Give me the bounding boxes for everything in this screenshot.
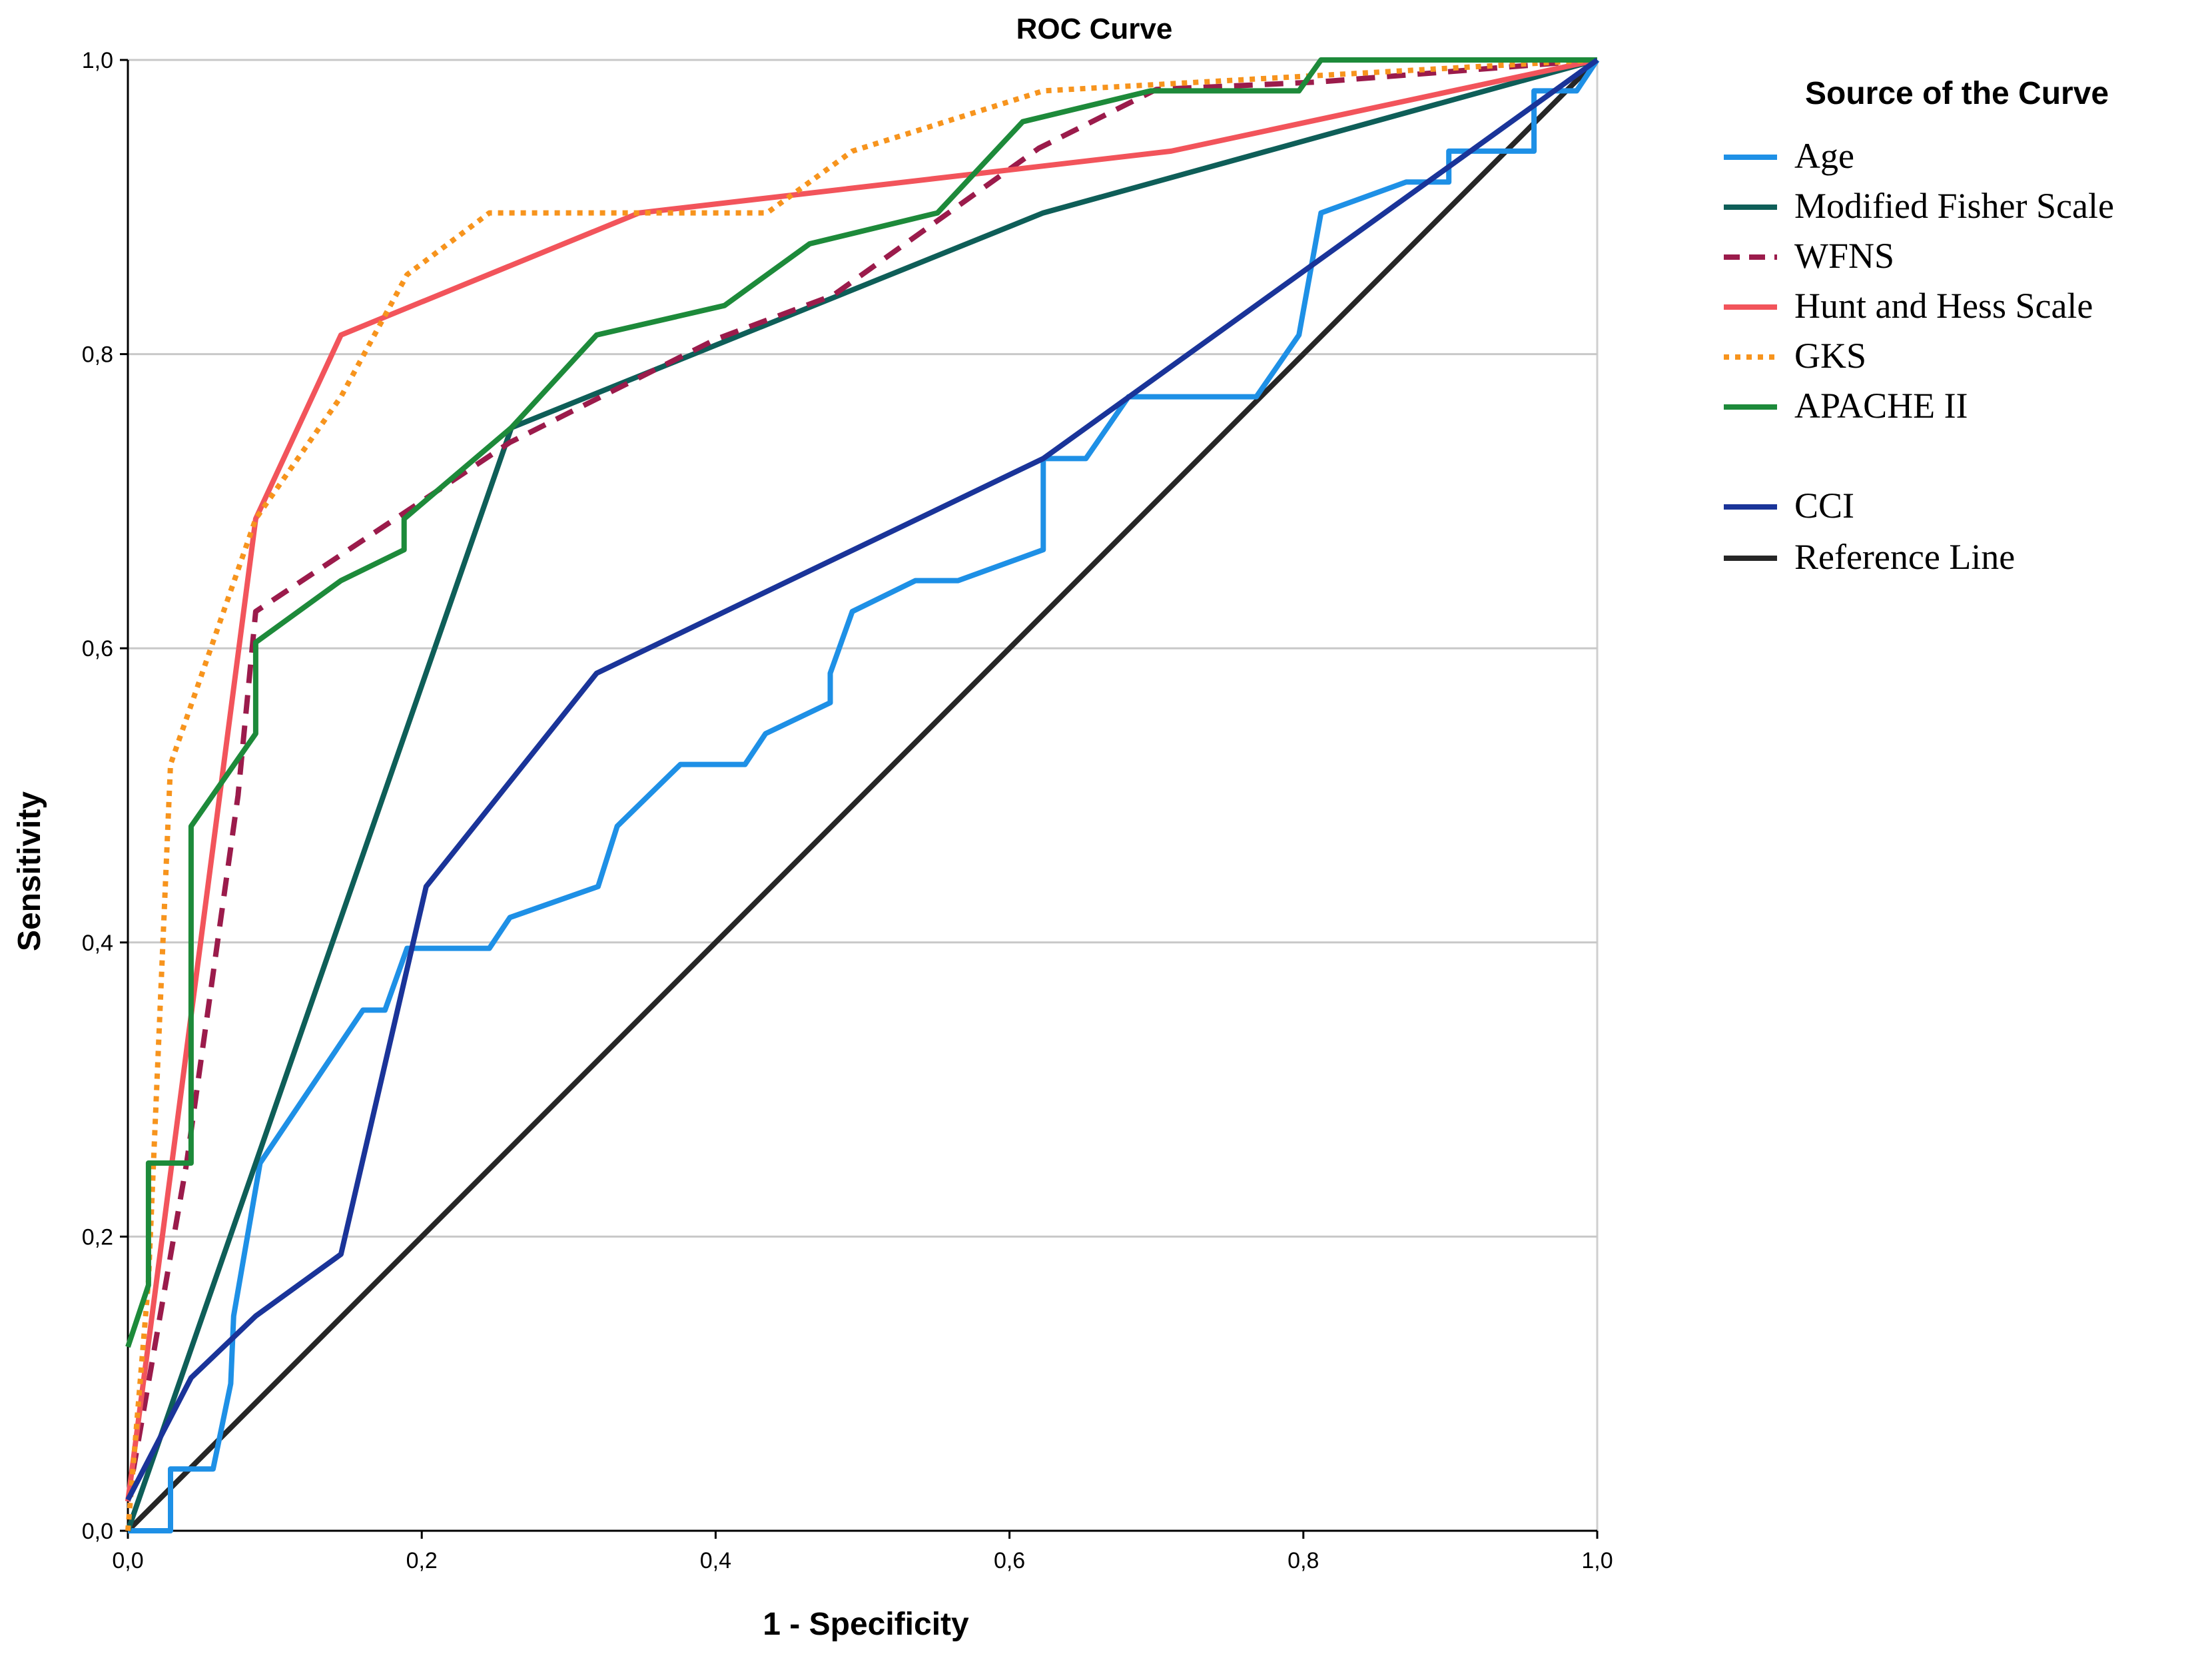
series-line-cci [125, 57, 1599, 1501]
y-axis-title: Sensitivity [12, 791, 47, 951]
legend-label-gks: GKS [1794, 336, 1866, 376]
x-tick-label-2: 0,4 [700, 1548, 731, 1573]
series-line-gks [125, 57, 1598, 1531]
legend-label-apache-ii: APACHE II [1794, 386, 1968, 426]
series-lines [125, 57, 1600, 1533]
legend-label-modified-fisher-scale: Modified Fisher Scale [1794, 186, 2114, 226]
axes [127, 60, 1597, 1532]
y-tick-label-2: 0,4 [82, 931, 113, 956]
y-tick-label-0: 0,0 [82, 1519, 113, 1544]
y-tick-label-1: 0,2 [82, 1224, 113, 1250]
series-line-hunt-and-hess-scale [125, 57, 1598, 1502]
legend: Source of the Curve Age Modified Fisher S… [1724, 76, 2114, 577]
y-tick-label-4: 0,8 [82, 342, 113, 368]
gridlines [128, 59, 1597, 1238]
legend-label-wfns: WFNS [1794, 236, 1894, 276]
y-tick-label-5: 1,0 [82, 48, 113, 73]
series-line-apache-ii [125, 57, 1597, 1348]
legend-title: Source of the Curve [1805, 76, 2109, 111]
y-tick-label-3: 0,6 [82, 636, 113, 661]
x-tick-label-5: 1,0 [1581, 1548, 1613, 1573]
series-line-modified-fisher-scale [125, 57, 1599, 1532]
x-tick-label-0: 0,0 [112, 1548, 143, 1573]
chart-title: ROC Curve [1016, 13, 1173, 45]
x-axis-ticks: 0,0 0,2 0,4 0,6 0,8 1,0 [112, 1531, 1613, 1573]
x-tick-label-4: 0,8 [1288, 1548, 1319, 1573]
series-line-wfns [125, 57, 1598, 1502]
y-axis-ticks: 0,0 0,2 0,4 0,6 0,8 1,0 [82, 48, 128, 1544]
x-tick-label-1: 0,2 [406, 1548, 438, 1573]
legend-label-cci: CCI [1794, 486, 1854, 526]
series-line-reference-line [126, 58, 1599, 1533]
legend-label-reference-line: Reference Line [1794, 537, 2015, 577]
legend-label-hunt-and-hess-scale: Hunt and Hess Scale [1794, 286, 2093, 326]
x-axis-title: 1 - Specificity [763, 1607, 969, 1642]
series-line-age [128, 58, 1600, 1533]
legend-label-age: Age [1794, 136, 1854, 176]
x-tick-label-3: 0,6 [994, 1548, 1025, 1573]
